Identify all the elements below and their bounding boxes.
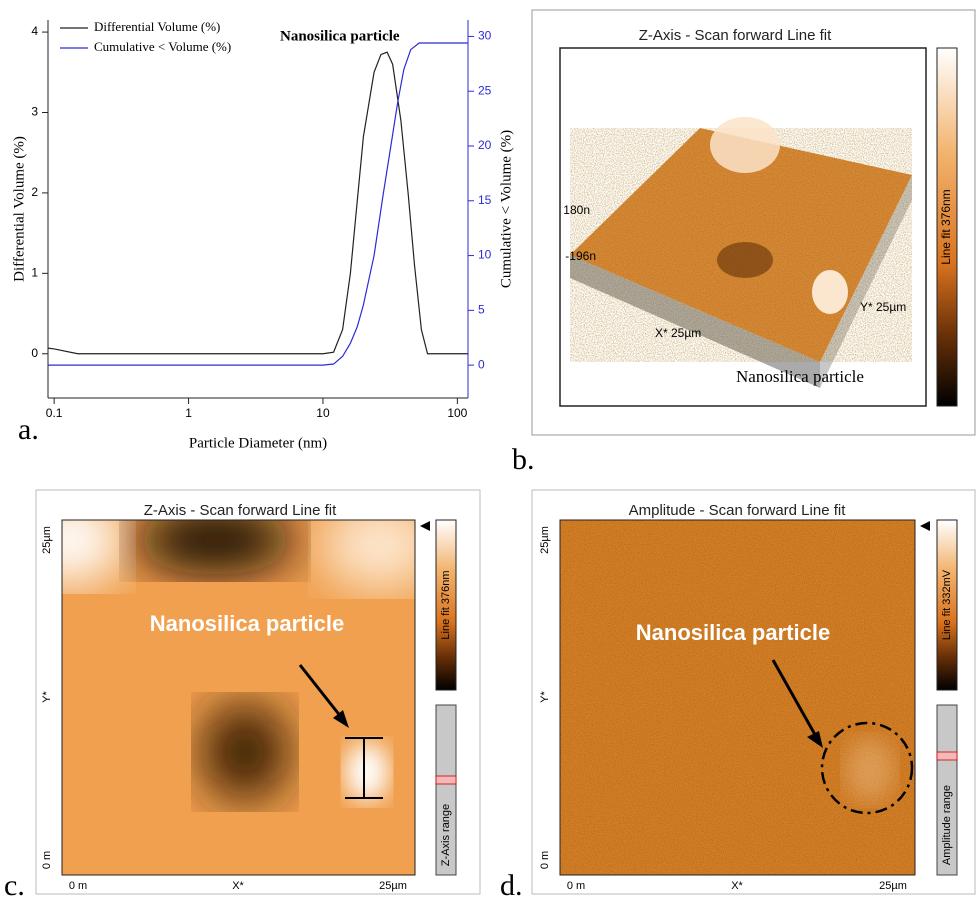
y-label: Y* 25µm — [860, 300, 906, 314]
x-label: X* — [731, 880, 743, 892]
y-label: 25µm — [41, 526, 53, 554]
particle-bump — [812, 270, 848, 314]
panel-title: Z-Axis - Scan forward Line fit — [639, 27, 832, 44]
series-line — [47, 51, 468, 355]
highlight-circle — [820, 721, 914, 815]
chart: 0.1 1 10 100 0 1 2 3 4 0 5 10 15 20 25 30 Particle Diame… — [11, 19, 514, 451]
annotation: Nanosilica particle — [736, 367, 864, 386]
afm-3d-panel: Z-Axis - Scan forward Line fit 180n -196… — [531, 9, 976, 436]
y-axis-label: Differential Volume (%) — [11, 136, 27, 282]
colorbar — [435, 519, 457, 691]
x-label: 25µm — [879, 880, 907, 892]
dark-region — [135, 520, 295, 575]
image-border — [61, 519, 416, 876]
colorbar — [936, 519, 958, 691]
panel-label: a. — [18, 413, 39, 446]
colorbar-label: Line fit 376nm — [939, 189, 953, 264]
scale-marker — [345, 737, 383, 799]
legend-label: Differential Volume (%) — [94, 19, 220, 34]
particle — [845, 738, 895, 802]
marker — [420, 521, 430, 531]
particle — [345, 742, 389, 802]
y-label: 0 m — [41, 851, 53, 869]
afm-amplitude-panel: Amplitude - Scan forward Line fit Nanosi… — [531, 489, 976, 895]
side-face — [570, 255, 820, 388]
y-tick-label: 3 — [31, 105, 38, 119]
x-label: 0 m — [567, 880, 585, 892]
arrow — [298, 664, 347, 723]
particle-bump — [710, 117, 780, 173]
x-label: X* — [232, 880, 244, 892]
annotation: Nanosilica particle — [636, 620, 830, 645]
y-tick-label: 2 — [31, 185, 38, 199]
y-label: 0 m — [539, 851, 551, 869]
y2-tick-label: 20 — [478, 138, 492, 152]
range-indicator — [936, 751, 958, 761]
range-label: Amplitude range — [941, 785, 953, 865]
y2-tick-label: 25 — [478, 83, 492, 97]
x-label: X* 25µm — [655, 326, 701, 340]
range-bar — [435, 704, 457, 876]
side-face — [820, 175, 912, 388]
y-tick-label: 0 — [31, 346, 38, 360]
bright-region — [62, 520, 125, 585]
y2-tick-label: 30 — [478, 29, 492, 43]
range-label: Z-Axis range — [440, 804, 452, 866]
series-line — [48, 42, 468, 366]
legend-label: Cumulative < Volume (%) — [94, 39, 231, 54]
bright-region — [320, 520, 415, 590]
colorbar-label: Line fit 376nm — [440, 570, 452, 639]
y2-axis-label: Cumulative < Volume (%) — [498, 130, 514, 288]
colorbar — [936, 47, 958, 407]
x-tick-label: 0.1 — [46, 406, 63, 420]
pit — [717, 242, 773, 278]
panel-title: Amplitude - Scan forward Line fit — [629, 502, 847, 519]
image-border — [559, 519, 916, 876]
x-axis-label: Particle Diameter (nm) — [189, 435, 327, 451]
x-tick-label: 1 — [185, 406, 192, 420]
y-label: 25µm — [539, 526, 551, 554]
y-label: Y* — [41, 690, 53, 702]
panel-label: b. — [512, 443, 535, 476]
marker — [920, 521, 930, 531]
x-label: 0 m — [69, 880, 87, 892]
annotation: Nanosilica particle — [150, 611, 344, 636]
arrow — [771, 659, 820, 741]
colorbar-label: Line fit 332mV — [941, 569, 953, 640]
panel-label: d. — [500, 869, 523, 901]
panel-title: Z-Axis - Scan forward Line fit — [144, 502, 337, 519]
image-texture — [560, 520, 915, 875]
y2-tick-label: 0 — [478, 357, 485, 371]
y2-tick-label: 10 — [478, 248, 492, 262]
afm-topography-panel: Z-Axis - Scan forward Line fit Nanosilic… — [35, 489, 481, 895]
y-tick-label: 1 — [31, 266, 38, 280]
range-bar — [936, 704, 958, 876]
z-label: 180n — [563, 203, 590, 217]
annotation: Nanosilica particle — [280, 28, 400, 44]
x-tick-label: 100 — [447, 406, 467, 420]
z-label: -196n — [565, 249, 596, 263]
x-label: 25µm — [379, 880, 407, 892]
arrowhead — [807, 731, 823, 748]
arrowhead — [333, 710, 349, 728]
range-indicator — [435, 775, 457, 785]
dark-region — [200, 702, 290, 802]
panel-label: c. — [4, 869, 25, 901]
y-label: Y* — [539, 690, 551, 702]
y2-tick-label: 15 — [478, 193, 492, 207]
y2-tick-label: 5 — [478, 303, 485, 317]
x-tick-label: 10 — [316, 406, 330, 420]
y-tick-label: 4 — [31, 24, 38, 38]
